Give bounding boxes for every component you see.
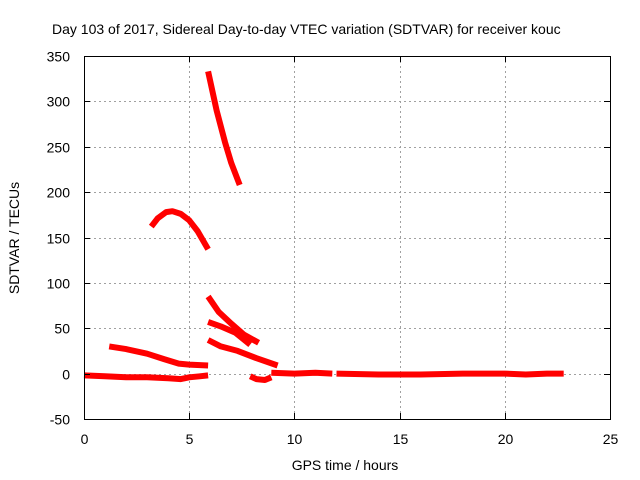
series-track-8	[248, 373, 273, 383]
y-tick-label: -50	[50, 412, 70, 428]
data-series	[83, 70, 564, 383]
series-track-1	[83, 372, 209, 383]
chart-title: Day 103 of 2017, Sidereal Day-to-day VTE…	[52, 21, 561, 37]
y-tick-label: 0	[62, 367, 70, 383]
y-tick-label: 150	[47, 231, 71, 247]
plot-frame	[84, 56, 611, 420]
series-track-7	[206, 337, 279, 369]
x-tick-label: 15	[393, 431, 409, 447]
y-tick-label: 250	[47, 140, 71, 156]
y-axis-title: SDTVAR / TECUs	[6, 182, 22, 294]
axis-ticks	[84, 56, 611, 420]
x-tick-label: 20	[498, 431, 514, 447]
y-tick-label: 100	[47, 276, 71, 292]
series-track-10	[336, 370, 564, 378]
series-track-5	[205, 294, 261, 346]
y-tick-label: 300	[47, 94, 71, 110]
y-tick-label: 200	[47, 185, 71, 201]
series-track-6	[207, 319, 253, 347]
y-tick-label: 50	[54, 321, 70, 337]
series-track-9	[271, 369, 333, 377]
grid	[84, 56, 610, 419]
series-track-2	[108, 343, 209, 369]
series-track-4	[205, 70, 243, 186]
x-tick-label: 5	[186, 431, 194, 447]
y-tick-label: 350	[47, 49, 71, 65]
x-tick-label: 10	[287, 431, 303, 447]
series-track-3	[148, 208, 211, 251]
x-tick-label: 25	[603, 431, 619, 447]
tick-labels: 0 5 10 15 20 25 -50 0 50 100 150 200 250 300 350	[47, 49, 619, 448]
x-axis-title: GPS time / hours	[292, 457, 399, 473]
x-tick-label: 0	[81, 431, 89, 447]
